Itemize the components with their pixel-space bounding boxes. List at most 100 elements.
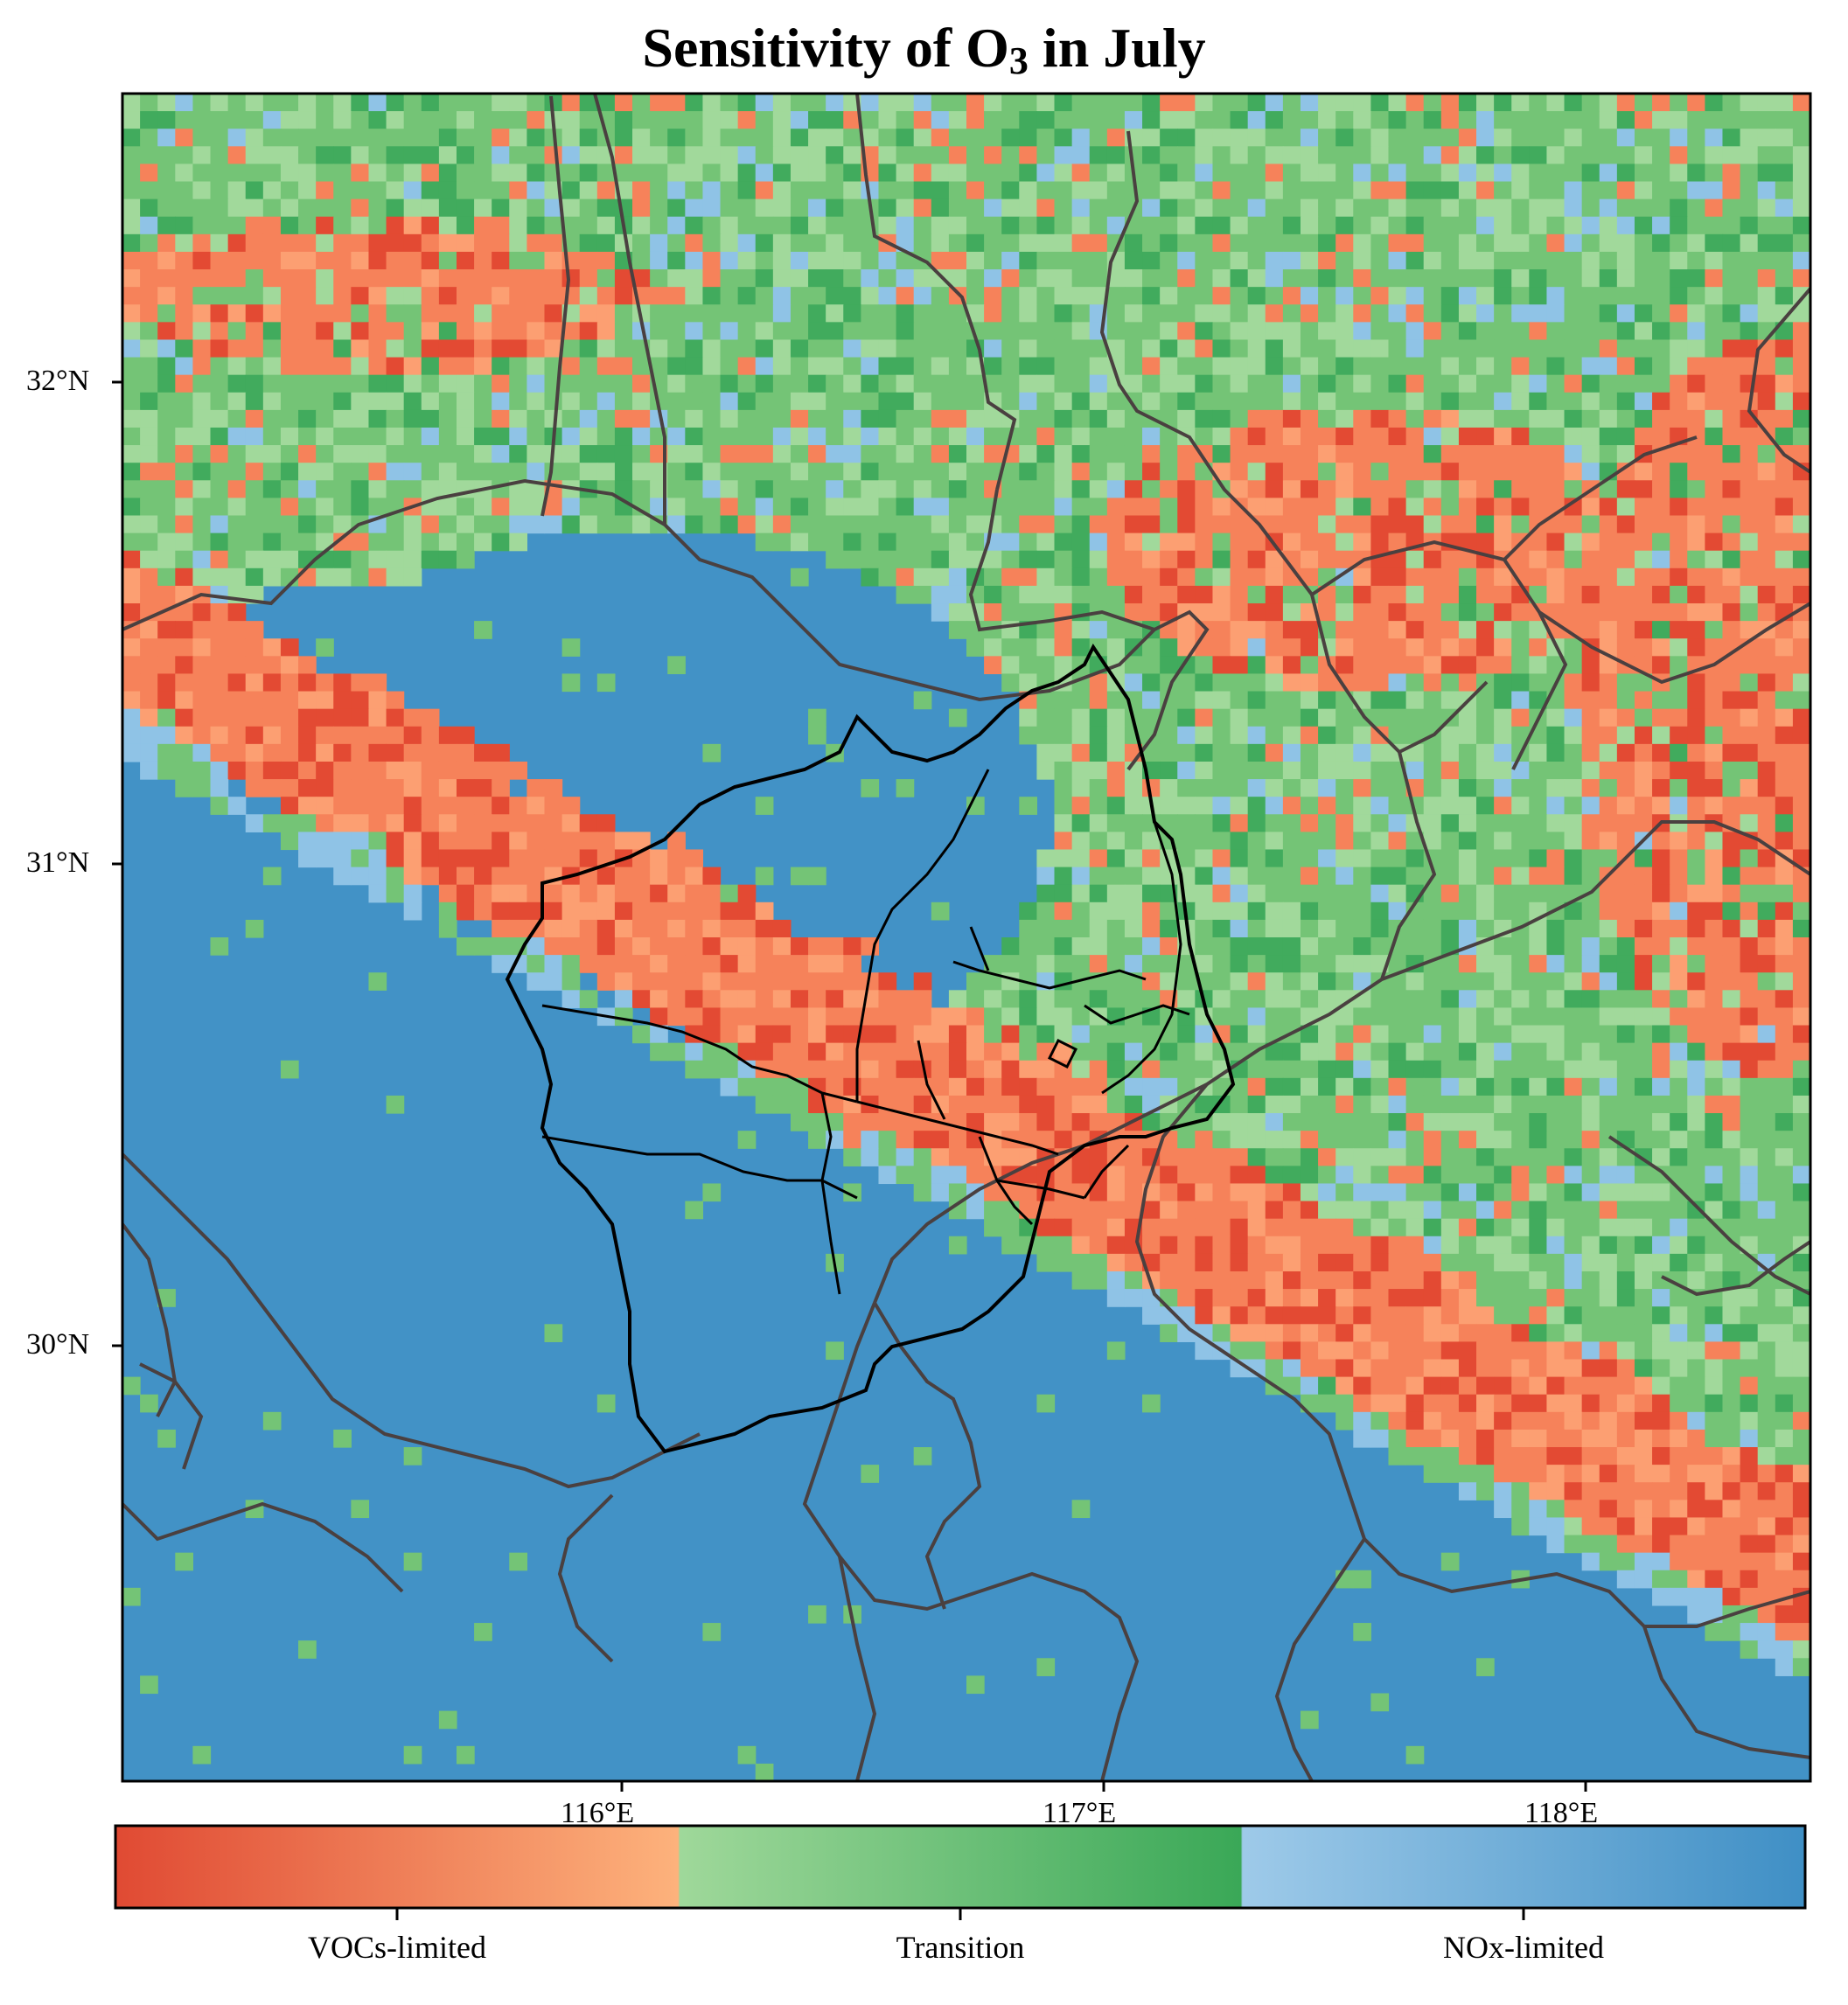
sensitivity-cell bbox=[1318, 1218, 1336, 1237]
sensitivity-cell bbox=[808, 1042, 826, 1062]
sensitivity-cell bbox=[790, 515, 809, 534]
sensitivity-cell bbox=[826, 357, 844, 376]
sensitivity-cell bbox=[456, 216, 475, 235]
sensitivity-cell bbox=[1265, 498, 1284, 517]
sensitivity-cell bbox=[1353, 1095, 1371, 1114]
sensitivity-cell bbox=[140, 409, 158, 428]
sensitivity-cell bbox=[843, 392, 861, 411]
sensitivity-cell bbox=[772, 357, 792, 376]
sensitivity-cell bbox=[561, 322, 581, 341]
sensitivity-cell bbox=[1230, 198, 1249, 218]
sensitivity-cell bbox=[1318, 322, 1336, 341]
sensitivity-cell bbox=[1670, 972, 1688, 991]
sensitivity-cell bbox=[772, 374, 792, 393]
sensitivity-cell bbox=[1792, 181, 1810, 200]
sensitivity-cell bbox=[403, 761, 422, 780]
sensitivity-cell bbox=[685, 1060, 704, 1079]
sensitivity-cell bbox=[1230, 111, 1249, 129]
sensitivity-cell bbox=[527, 287, 546, 305]
sensitivity-cell bbox=[1195, 832, 1214, 851]
sensitivity-cell bbox=[948, 357, 967, 376]
sensitivity-cell bbox=[1370, 94, 1390, 112]
sensitivity-cell bbox=[492, 269, 510, 288]
sensitivity-cell bbox=[122, 374, 141, 393]
sensitivity-cell bbox=[280, 463, 299, 481]
sensitivity-cell bbox=[245, 111, 264, 129]
sensitivity-cell bbox=[1722, 937, 1741, 956]
sensitivity-cell bbox=[544, 797, 563, 815]
sensitivity-cell bbox=[790, 463, 809, 481]
sensitivity-cell bbox=[1616, 392, 1635, 411]
sensitivity-cell bbox=[386, 726, 405, 745]
sensitivity-cell bbox=[1388, 656, 1407, 675]
sensitivity-cell bbox=[1792, 515, 1810, 534]
sensitivity-cell bbox=[192, 673, 212, 693]
sensitivity-cell bbox=[1106, 1183, 1126, 1202]
sensitivity-cell bbox=[1142, 1201, 1161, 1220]
sensitivity-cell bbox=[1757, 129, 1776, 147]
sensitivity-cell bbox=[1670, 867, 1688, 886]
sensitivity-cell bbox=[1142, 972, 1161, 991]
sensitivity-cell bbox=[790, 1113, 809, 1131]
sensitivity-cell bbox=[596, 339, 616, 359]
sensitivity-cell bbox=[1722, 198, 1741, 218]
sensitivity-cell bbox=[1230, 392, 1249, 411]
sensitivity-cell bbox=[1722, 1201, 1741, 1220]
sensitivity-cell bbox=[1687, 1007, 1705, 1027]
sensitivity-cell bbox=[140, 445, 158, 463]
sensitivity-cell bbox=[1019, 463, 1038, 481]
sensitivity-cell bbox=[1670, 761, 1688, 780]
sensitivity-cell bbox=[403, 146, 422, 165]
sensitivity-cell bbox=[1388, 621, 1407, 639]
sensitivity-cell bbox=[1405, 743, 1425, 762]
sensitivity-cell bbox=[650, 357, 668, 376]
sensitivity-cell bbox=[1494, 743, 1512, 762]
sensitivity-cell bbox=[772, 480, 792, 498]
sensitivity-cell bbox=[720, 233, 739, 253]
sensitivity-cell bbox=[544, 251, 563, 270]
sensitivity-cell bbox=[1353, 832, 1371, 851]
sensitivity-cell bbox=[1405, 1183, 1425, 1202]
sensitivity-cell bbox=[755, 1077, 774, 1096]
sensitivity-cell bbox=[1458, 427, 1477, 446]
sensitivity-cell bbox=[1440, 779, 1460, 797]
sensitivity-cell bbox=[1282, 849, 1301, 868]
sensitivity-cell bbox=[1212, 304, 1231, 323]
sensitivity-cell bbox=[1160, 445, 1178, 463]
sensitivity-cell bbox=[808, 533, 826, 552]
sensitivity-cell bbox=[1775, 1025, 1794, 1044]
sensitivity-cell bbox=[1370, 603, 1390, 622]
sensitivity-cell bbox=[843, 304, 861, 323]
sensitivity-cell bbox=[1652, 1025, 1670, 1044]
sensitivity-cell bbox=[1019, 1166, 1038, 1185]
sensitivity-cell bbox=[421, 287, 440, 305]
sensitivity-cell bbox=[544, 304, 563, 323]
sensitivity-cell bbox=[1529, 463, 1548, 481]
sensitivity-cell bbox=[1388, 1236, 1407, 1255]
sensitivity-cell bbox=[702, 374, 722, 393]
sensitivity-cell bbox=[1388, 1113, 1407, 1131]
sensitivity-cell bbox=[1353, 1007, 1371, 1027]
sensitivity-cell bbox=[245, 216, 264, 235]
sensitivity-cell bbox=[351, 427, 370, 446]
sensitivity-cell bbox=[245, 726, 264, 745]
sensitivity-cell bbox=[1318, 1148, 1336, 1166]
sensitivity-cell bbox=[1106, 480, 1126, 498]
sensitivity-cell bbox=[492, 129, 510, 147]
sensitivity-cell bbox=[1757, 198, 1776, 218]
sensitivity-cell bbox=[1440, 814, 1460, 832]
sensitivity-cell bbox=[1652, 533, 1670, 552]
sensitivity-cell bbox=[175, 463, 194, 481]
sensitivity-cell bbox=[1476, 339, 1495, 359]
sensitivity-cell bbox=[878, 164, 897, 183]
sensitivity-cell bbox=[1177, 797, 1196, 815]
sensitivity-cell bbox=[1282, 409, 1301, 428]
sensitivity-cell bbox=[808, 1007, 826, 1027]
sensitivity-cell bbox=[1494, 94, 1512, 112]
sensitivity-cell bbox=[298, 233, 317, 253]
sensitivity-cell bbox=[1142, 480, 1161, 498]
sensitivity-cell bbox=[1212, 445, 1231, 463]
sensitivity-cell bbox=[1740, 216, 1759, 235]
sensitivity-cell bbox=[737, 111, 757, 129]
sensitivity-cell bbox=[1036, 146, 1056, 165]
